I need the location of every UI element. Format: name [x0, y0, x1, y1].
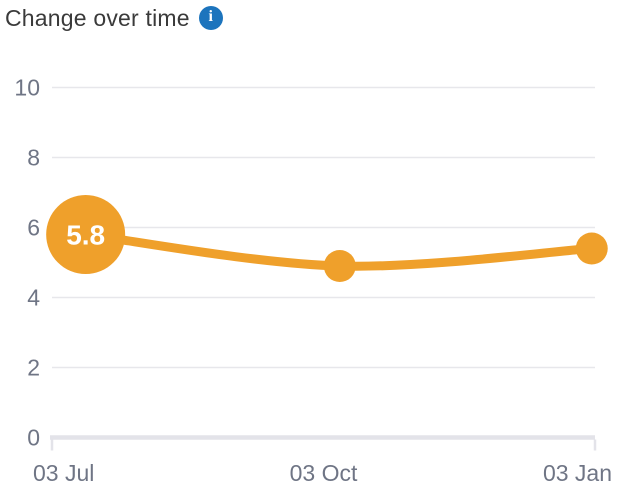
y-tick-label: 0	[27, 425, 40, 451]
chart-header: Change over time i	[5, 4, 223, 32]
y-tick-label: 4	[27, 285, 40, 311]
info-icon-glyph: i	[208, 8, 213, 25]
data-point-marker[interactable]	[575, 232, 608, 265]
info-icon[interactable]: i	[198, 6, 223, 30]
data-point-marker[interactable]	[323, 250, 356, 282]
chart-title: Change over time	[5, 5, 190, 31]
y-tick-label: 6	[27, 215, 40, 241]
data-point-bubble[interactable]	[46, 195, 126, 274]
y-tick-label: 10	[14, 75, 40, 101]
y-tick-label: 2	[27, 355, 40, 381]
x-tick-label: 03 Jul	[33, 460, 94, 486]
data-point-value-label: 5.8	[66, 220, 105, 251]
x-tick-label: 03 Oct	[290, 460, 358, 486]
y-tick-label: 8	[27, 145, 40, 171]
x-tick-label: 03 Jan	[543, 460, 612, 486]
